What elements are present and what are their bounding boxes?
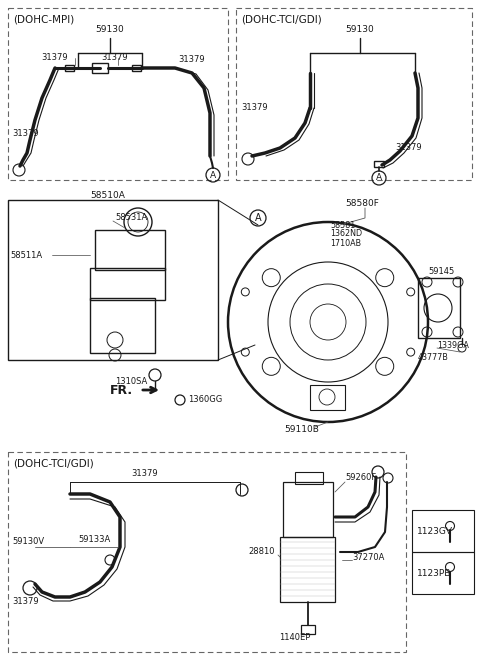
Text: 58510A: 58510A — [90, 192, 125, 201]
Text: 58511A: 58511A — [10, 251, 42, 259]
Bar — [92, 63, 108, 73]
Text: 1140EP: 1140EP — [279, 634, 311, 642]
Bar — [8, 8, 228, 180]
Bar — [295, 472, 323, 484]
Bar — [8, 200, 218, 360]
Bar — [236, 8, 472, 180]
Text: 59110B: 59110B — [285, 426, 319, 434]
Bar — [412, 510, 474, 552]
Text: 31379: 31379 — [241, 104, 268, 112]
Bar — [310, 385, 345, 410]
Text: 59130: 59130 — [96, 25, 124, 35]
Text: 58531A: 58531A — [115, 213, 147, 223]
Text: 1123PB: 1123PB — [417, 569, 451, 577]
Bar — [95, 230, 165, 270]
Text: 1710AB: 1710AB — [330, 239, 361, 247]
Text: 37270A: 37270A — [352, 553, 384, 561]
Text: 58580F: 58580F — [345, 198, 379, 207]
Text: 1362ND: 1362ND — [330, 229, 362, 239]
Text: 31379: 31379 — [132, 469, 158, 479]
Bar — [65, 65, 74, 71]
Bar — [280, 537, 335, 602]
Text: (DOHC-MPI): (DOHC-MPI) — [13, 15, 74, 25]
Bar — [283, 482, 333, 537]
Text: 58581: 58581 — [330, 221, 355, 229]
Text: 43777B: 43777B — [418, 354, 449, 362]
Bar — [374, 161, 384, 167]
Bar — [8, 452, 406, 652]
Text: 1339GA: 1339GA — [437, 342, 469, 350]
Text: 59130V: 59130V — [12, 537, 44, 547]
Text: 28810: 28810 — [248, 547, 275, 557]
Text: FR.: FR. — [110, 384, 133, 396]
Text: 59133A: 59133A — [78, 535, 110, 545]
Text: 31379: 31379 — [12, 597, 38, 606]
Text: A: A — [210, 170, 216, 180]
Text: A: A — [255, 213, 261, 223]
Text: 31379: 31379 — [395, 144, 421, 152]
Bar — [301, 625, 315, 634]
Bar — [418, 278, 460, 338]
Text: 59260F: 59260F — [345, 473, 376, 481]
Text: 1123GV: 1123GV — [417, 527, 453, 535]
Text: (DOHC-TCI/GDI): (DOHC-TCI/GDI) — [13, 459, 94, 469]
Text: 31379: 31379 — [178, 55, 204, 65]
Bar — [132, 65, 141, 71]
Text: 1360GG: 1360GG — [188, 396, 222, 404]
Text: 31379: 31379 — [102, 53, 128, 63]
Text: 31379: 31379 — [12, 128, 38, 138]
Text: (DOHC-TCI/GDI): (DOHC-TCI/GDI) — [241, 15, 322, 25]
Text: 59130: 59130 — [346, 25, 374, 35]
Bar — [412, 552, 474, 594]
Bar — [90, 268, 165, 300]
Text: 59145: 59145 — [428, 267, 454, 277]
Bar — [90, 298, 155, 353]
Text: 1310SA: 1310SA — [115, 378, 147, 386]
Text: A: A — [376, 174, 382, 182]
Text: 31379: 31379 — [42, 53, 68, 63]
